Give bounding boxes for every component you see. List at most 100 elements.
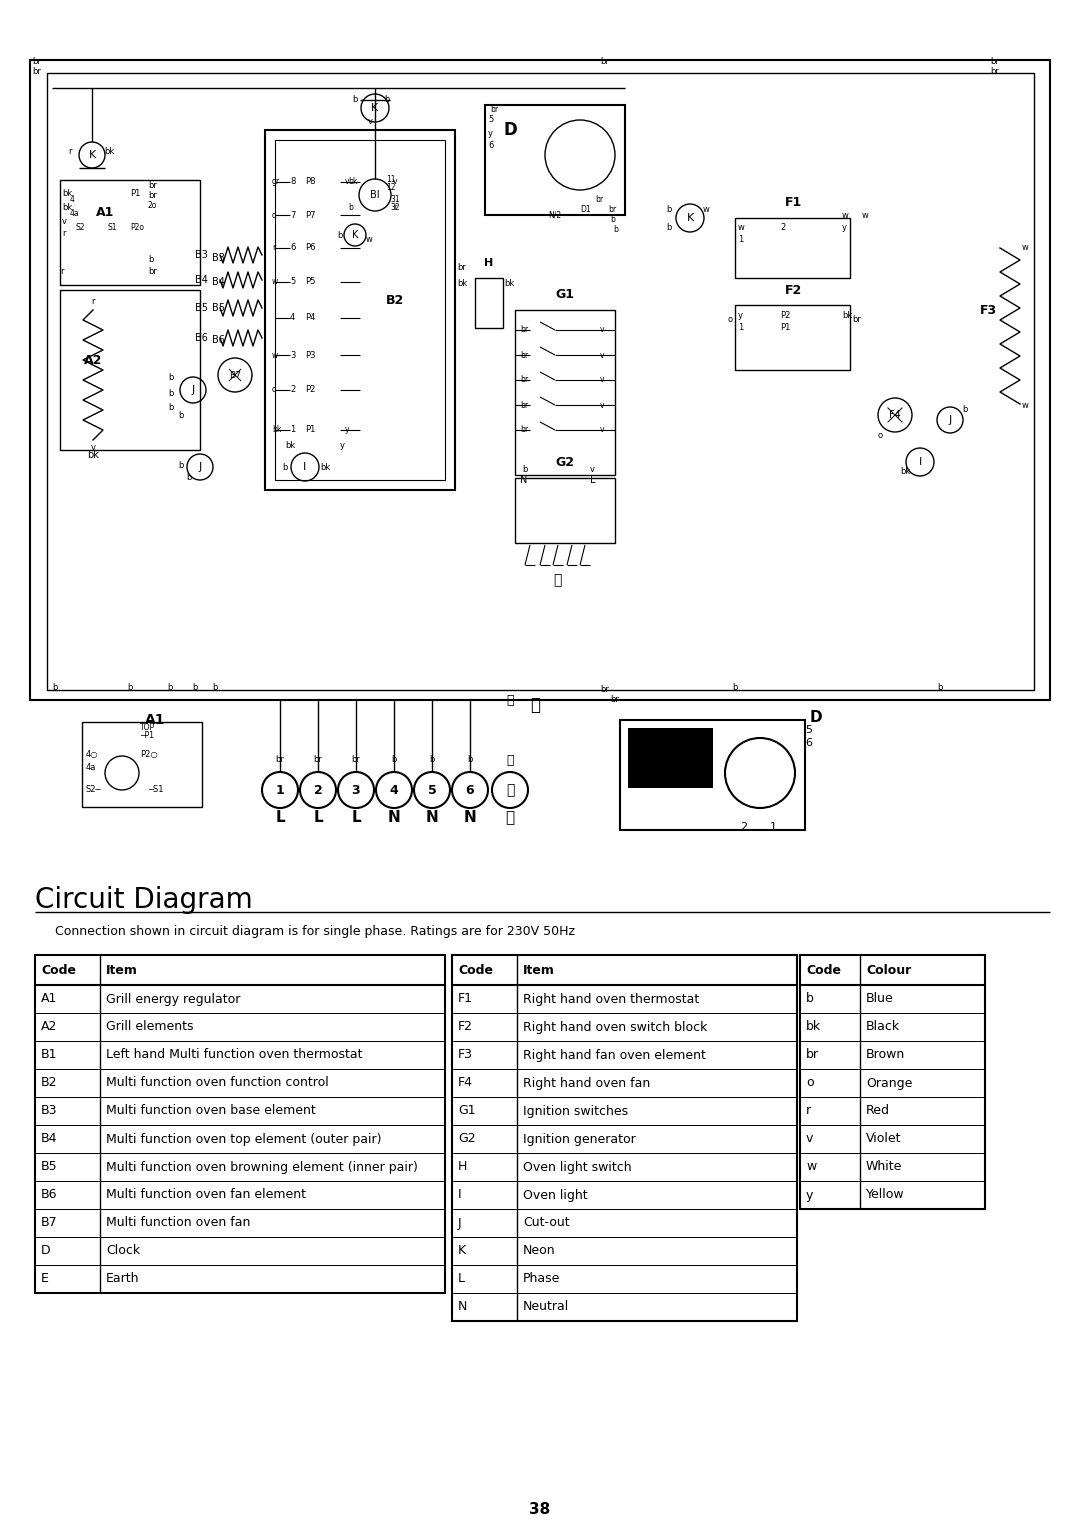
Text: w: w	[1022, 400, 1029, 410]
Text: P1: P1	[780, 324, 791, 333]
Text: BI: BI	[370, 189, 380, 200]
Text: Code: Code	[458, 964, 492, 976]
Text: b: b	[168, 403, 174, 413]
Text: Multi function oven base element: Multi function oven base element	[106, 1105, 315, 1117]
Text: w: w	[272, 278, 279, 287]
Text: J: J	[458, 1216, 461, 1230]
Text: r: r	[68, 148, 71, 156]
Text: ⏚: ⏚	[530, 695, 540, 714]
Bar	[800, 955, 985, 1209]
Text: Connection shown in circuit diagram is for single phase. Ratings are for 230V 50: Connection shown in circuit diagram is f…	[55, 926, 575, 938]
Text: 38: 38	[529, 1502, 551, 1517]
Text: L: L	[313, 810, 323, 825]
Text: 11: 11	[386, 176, 395, 185]
Text: 6: 6	[465, 784, 474, 796]
Bar	[485, 105, 625, 215]
Text: 4: 4	[390, 784, 399, 796]
Text: 31: 31	[390, 196, 400, 205]
Text: y: y	[842, 223, 847, 232]
Text: Black: Black	[866, 1021, 900, 1033]
Text: v: v	[600, 425, 605, 434]
Text: Yellow: Yellow	[866, 1189, 905, 1201]
Text: G2: G2	[458, 1132, 475, 1146]
Text: N: N	[458, 1300, 468, 1314]
Text: B6: B6	[195, 333, 208, 342]
Bar	[475, 278, 503, 329]
Text: N: N	[426, 810, 438, 825]
Text: bk: bk	[504, 278, 514, 287]
Text: b: b	[468, 755, 473, 764]
Text: bk: bk	[62, 188, 72, 197]
Text: White: White	[866, 1160, 903, 1174]
Text: B7: B7	[41, 1216, 57, 1230]
Text: Grill energy regulator: Grill energy regulator	[106, 993, 241, 1005]
Bar	[82, 723, 202, 807]
Text: Orange: Orange	[866, 1077, 913, 1089]
Text: H: H	[458, 1160, 468, 1174]
Text: 2o: 2o	[148, 200, 158, 209]
Text: Code: Code	[806, 964, 841, 976]
Text: y: y	[340, 440, 345, 449]
Text: b: b	[186, 474, 191, 483]
Text: b: b	[167, 683, 173, 692]
Text: Blue: Blue	[866, 993, 894, 1005]
Text: bk: bk	[900, 468, 910, 477]
Bar	[627, 727, 713, 788]
Text: F4: F4	[889, 410, 901, 420]
Bar	[453, 955, 797, 1322]
Text: br: br	[352, 755, 361, 764]
Text: bk: bk	[457, 278, 468, 287]
Text: br: br	[148, 267, 157, 277]
Text: br: br	[32, 58, 41, 67]
Text: br: br	[990, 67, 999, 76]
Bar	[275, 141, 445, 480]
Bar	[515, 310, 615, 475]
Text: A1: A1	[96, 205, 114, 219]
Text: 8: 8	[291, 177, 295, 186]
Text: v: v	[393, 177, 397, 186]
Text: 5: 5	[428, 784, 436, 796]
Text: G1: G1	[555, 289, 575, 301]
Text: b: b	[192, 683, 198, 692]
Text: J: J	[948, 416, 951, 425]
Text: b: b	[348, 203, 353, 212]
Text: Circuit Diagram: Circuit Diagram	[35, 886, 253, 914]
Text: 4: 4	[70, 196, 75, 205]
Text: Brown: Brown	[866, 1048, 905, 1062]
Text: w: w	[806, 1160, 816, 1174]
Text: A2: A2	[41, 1021, 57, 1033]
Text: b: b	[610, 215, 615, 225]
Text: A1: A1	[145, 714, 165, 727]
Text: K: K	[352, 231, 359, 240]
Text: 3: 3	[352, 784, 361, 796]
Text: B7: B7	[229, 370, 241, 379]
Text: H: H	[484, 258, 494, 267]
Text: b: b	[666, 205, 672, 214]
Text: br: br	[519, 350, 528, 359]
Text: Colour: Colour	[866, 964, 912, 976]
Text: 4a: 4a	[86, 764, 96, 773]
Text: 2: 2	[740, 822, 747, 833]
Bar	[35, 955, 445, 1293]
Bar	[30, 60, 1050, 700]
Text: b: b	[213, 683, 218, 692]
Text: b: b	[127, 683, 133, 692]
Text: b: b	[148, 255, 153, 264]
Text: F2: F2	[458, 1021, 473, 1033]
Text: L: L	[590, 475, 595, 484]
Text: w: w	[862, 211, 869, 220]
Text: bk: bk	[285, 440, 295, 449]
Text: L: L	[275, 810, 285, 825]
Text: B5: B5	[212, 303, 225, 313]
Text: b: b	[52, 683, 57, 692]
Text: Oven light switch: Oven light switch	[523, 1160, 632, 1174]
Text: bk: bk	[348, 177, 357, 186]
Text: A2: A2	[84, 353, 103, 367]
Text: br: br	[519, 376, 528, 385]
Text: 2: 2	[291, 385, 295, 394]
Text: 2: 2	[313, 784, 322, 796]
Text: r: r	[272, 243, 275, 252]
Text: Clock: Clock	[106, 1244, 140, 1258]
Text: 4: 4	[291, 313, 295, 322]
Text: Neon: Neon	[523, 1244, 555, 1258]
